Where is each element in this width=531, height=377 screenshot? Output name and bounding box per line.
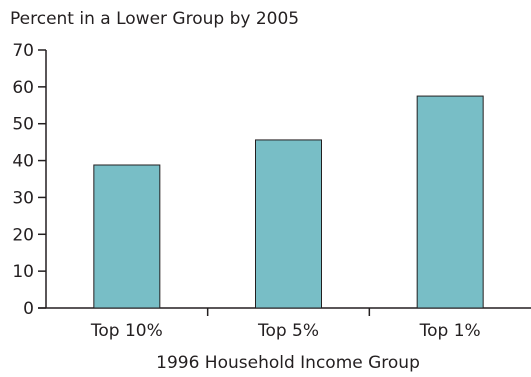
bar: [93, 164, 161, 309]
y-tick-label: 40: [12, 152, 34, 172]
bar-series: [93, 95, 484, 309]
y-tick-label: 70: [12, 41, 34, 61]
y-tick-label: 20: [12, 225, 34, 245]
x-tick-label: Top 5%: [257, 321, 319, 341]
x-tick-label: Top 1%: [419, 321, 481, 341]
y-tick-group: 0 10 20 30 40 50 60 70: [12, 41, 46, 319]
y-tick-label: 0: [23, 299, 34, 319]
y-axis: 0 10 20 30 40 50 60 70: [12, 41, 47, 319]
x-axis: Top 10% Top 5% Top 1%: [38, 307, 531, 341]
x-tick-group: [206, 308, 371, 316]
y-tick-label: 50: [12, 115, 34, 135]
x-axis-title: 1996 Household Income Group: [156, 353, 420, 373]
y-tick-label: 30: [12, 188, 34, 208]
chart-title: Percent in a Lower Group by 2005: [10, 9, 299, 29]
bar: [416, 95, 484, 309]
x-label-group: Top 10% Top 5% Top 1%: [90, 321, 481, 341]
y-tick-label: 10: [12, 262, 34, 282]
y-tick-label: 60: [12, 78, 34, 98]
x-tick-label: Top 10%: [90, 321, 163, 341]
bar: [255, 139, 322, 309]
